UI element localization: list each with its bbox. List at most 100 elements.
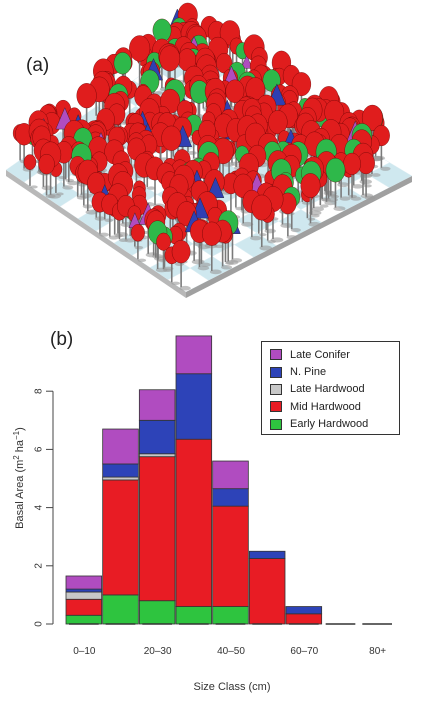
tree-shadow: [320, 204, 329, 208]
legend-label: Late Conifer: [290, 348, 350, 361]
y-tick-label: 8: [34, 388, 45, 394]
tree-shadow: [197, 265, 210, 271]
tree-shadow: [371, 173, 381, 177]
tree-shadow: [85, 209, 99, 215]
panel-b-label: (b): [50, 329, 74, 350]
bar-segment: [248, 558, 286, 625]
legend-swatch: [270, 401, 282, 413]
bar-segment: [175, 373, 213, 440]
legend-item: Mid Hardwood: [270, 398, 399, 415]
x-tick-label: 60–70: [290, 646, 318, 657]
tree-crown: [300, 173, 321, 198]
tree-shadow: [307, 217, 316, 221]
bar-segment: [65, 575, 103, 590]
tree-crown: [159, 45, 181, 72]
x-tick-label: 40–50: [217, 646, 245, 657]
legend-swatch: [270, 349, 282, 361]
tree-crown: [251, 194, 273, 221]
tree-crown: [152, 18, 172, 42]
tree-crown: [129, 35, 151, 62]
bar-segment: [65, 588, 103, 593]
tree-mid: [130, 224, 147, 263]
tree-shadow: [363, 184, 372, 188]
tree-shadow: [62, 185, 74, 190]
tree-crown: [161, 125, 182, 151]
tree-shadow: [308, 221, 321, 227]
bar-segment: [212, 606, 249, 625]
tree-crown: [241, 54, 253, 69]
tree-shadow: [209, 269, 222, 275]
tree-shadow: [104, 218, 114, 223]
legend-item: Early Hardwood: [270, 416, 399, 433]
tree-crown: [202, 221, 222, 246]
tree-shadow: [259, 245, 273, 251]
tree-shadow: [146, 186, 156, 190]
tree-crown: [38, 154, 55, 175]
tree-mid: [23, 154, 38, 189]
bar-segment: [248, 550, 286, 559]
tree-crown: [130, 224, 145, 242]
tree-shadow: [98, 232, 110, 237]
tree-shadow: [108, 235, 119, 240]
tree-shadow: [134, 245, 144, 250]
bar-segment: [285, 606, 323, 615]
tree-mid: [279, 192, 298, 240]
tree-shadow: [280, 223, 293, 228]
tree-shadow: [364, 195, 376, 200]
bar-segment: [65, 614, 103, 625]
x-tick-label: 0–10: [73, 646, 96, 657]
x-tick-label: 20–30: [144, 646, 172, 657]
chart-axes: 0 2 4 6 8 0–10 20–30 40–50 60–70 80+: [34, 388, 387, 657]
chart-bars: [65, 335, 392, 625]
bar-segment: [102, 594, 139, 625]
tree-shadow: [214, 244, 224, 249]
tree-shadow: [339, 196, 351, 201]
tree-crown: [76, 83, 97, 109]
tree-shadow: [258, 233, 267, 237]
bar-segment: [212, 460, 249, 490]
tree-shadow: [311, 214, 320, 218]
legend-item: Late Hardwood: [270, 381, 399, 398]
tree-crown: [343, 152, 361, 175]
tree-shadow: [267, 239, 276, 244]
bar-segment: [138, 456, 176, 602]
tree-shadow: [380, 166, 391, 171]
tree-shadow: [171, 281, 181, 286]
legend-label: Early Hardwood: [290, 418, 369, 431]
y-tick-label: 4: [34, 504, 45, 510]
bar-segment: [285, 613, 323, 625]
tree-crown: [113, 52, 132, 75]
tree-mid: [171, 240, 191, 291]
tree-shadow: [333, 206, 346, 212]
tree-mid: [38, 154, 56, 199]
tree-shadow: [137, 258, 147, 263]
tree-shadow: [350, 196, 362, 201]
legend-swatch: [270, 418, 282, 430]
bar-segment: [138, 419, 176, 455]
bar-segment: [212, 505, 249, 607]
bar-segment: [102, 479, 139, 596]
panel-a-label: (a): [26, 55, 50, 76]
tree-shadow: [302, 201, 311, 205]
tree-mid: [251, 194, 273, 251]
bar-segment: [102, 463, 139, 478]
forest-illustration: [5, 2, 413, 298]
legend-swatch: [270, 366, 282, 378]
tree-shadow: [352, 184, 364, 189]
tree-crown: [156, 232, 171, 251]
tree-shadow: [221, 265, 233, 270]
tree-crown: [171, 240, 191, 264]
tree-shadow: [124, 238, 136, 243]
ground-edge-right: [186, 176, 412, 298]
y-tick-label: 0: [34, 621, 45, 627]
tree-shadow: [324, 200, 337, 206]
tree-mid: [343, 152, 362, 201]
ground-edge-left: [6, 170, 186, 298]
tree-crown: [361, 104, 383, 131]
tree-shadow: [250, 235, 262, 241]
bar-segment: [212, 488, 249, 507]
tree-shadow: [163, 268, 172, 272]
legend-label: Late Hardwood: [290, 383, 365, 396]
tree-shadow: [311, 206, 324, 212]
tree-early: [325, 157, 346, 212]
